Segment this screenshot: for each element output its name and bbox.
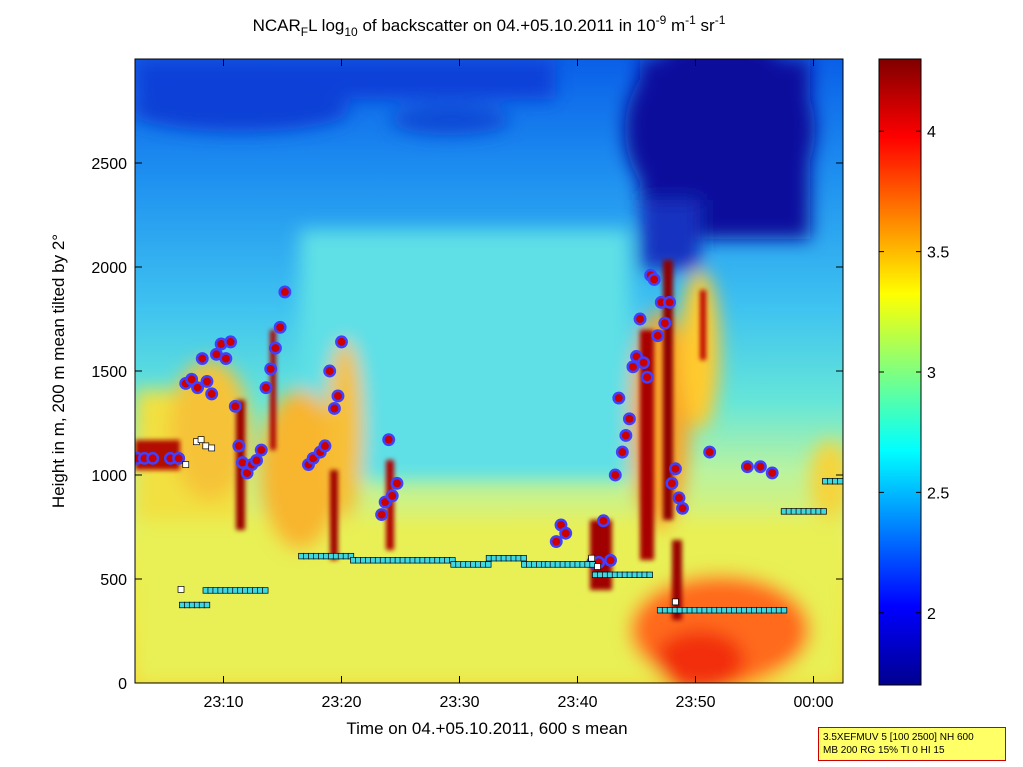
cloud-base-marker xyxy=(219,352,233,365)
info-line-1: 3.5XEFMUV 5 [100 2500] NH 600 xyxy=(823,732,974,743)
y-tick-label: 0 xyxy=(118,676,127,693)
cloud-base-marker xyxy=(224,335,238,349)
cloud-base-marker xyxy=(385,489,399,503)
cloud-base-marker xyxy=(195,352,209,365)
cloud-base-marker xyxy=(668,462,682,476)
cloud-base-marker xyxy=(619,429,633,442)
x-tick-label: 23:20 xyxy=(321,694,361,711)
cloud-base-marker xyxy=(753,460,767,474)
cloud-base-marker xyxy=(647,273,661,286)
colorbar-ticks: 2 2.5 3 3.5 4 xyxy=(879,124,949,623)
cloud-base-marker xyxy=(228,399,242,413)
cloud-base-marker xyxy=(335,335,348,349)
cloud-base-marker xyxy=(382,433,396,447)
cloud-base-marker xyxy=(676,501,689,515)
colorbar-tick-label: 4 xyxy=(927,124,936,141)
x-axis-label: Time on 04.+05.10.2011, 600 s mean xyxy=(346,719,627,738)
cloud-base-marker xyxy=(622,412,636,426)
cloud-base-marker xyxy=(146,451,160,465)
cloud-base-marker xyxy=(264,362,278,376)
cloud-base-marker xyxy=(658,316,672,330)
layer-height-marker xyxy=(520,555,527,562)
colorbar: 2 2.5 3 3.5 4 xyxy=(878,58,949,686)
auxiliary-marker xyxy=(182,461,190,468)
cloud-base-marker xyxy=(375,508,389,521)
cloud-base-marker xyxy=(191,381,204,395)
cloud-base-marker xyxy=(703,445,717,459)
cloud-base-marker xyxy=(740,460,754,474)
cloud-base-marker xyxy=(604,553,617,567)
y-tick-label: 500 xyxy=(100,572,127,589)
layer-height-marker xyxy=(820,508,827,515)
layer-height-marker xyxy=(837,478,843,485)
backscatter-heatmap xyxy=(135,59,843,683)
layer-height-marker xyxy=(646,571,653,578)
x-tick-label: 23:30 xyxy=(439,694,479,711)
auxiliary-marker xyxy=(594,563,601,570)
cloud-base-marker xyxy=(254,443,268,457)
cloud-base-marker xyxy=(640,370,654,384)
y-axis: 0 500 1000 1500 2000 2500 xyxy=(91,156,843,693)
colorbar-tick-label: 3 xyxy=(927,365,936,382)
x-axis: 23:10 23:20 23:30 23:40 23:50 00:00 xyxy=(203,59,834,711)
colorbar-tick-label: 3.5 xyxy=(927,245,949,262)
cloud-base-marker xyxy=(663,295,676,309)
auxiliary-marker xyxy=(197,436,205,443)
cloud-base-marker xyxy=(615,445,629,459)
y-tick-label: 1000 xyxy=(91,468,127,485)
cloud-base-marker xyxy=(390,476,404,490)
processing-info-box: 3.5XEFMUV 5 [100 2500] NH 600 MB 200 RG … xyxy=(818,727,1006,761)
layer-height-marker xyxy=(203,601,211,609)
cloud-base-marker xyxy=(259,381,273,395)
cloud-base-marker xyxy=(597,514,610,528)
cloud-base-marker xyxy=(327,401,341,415)
cloud-base-marker xyxy=(318,439,332,453)
x-tick-label: 00:00 xyxy=(793,694,833,711)
auxiliary-marker xyxy=(208,444,216,452)
info-line-2: MB 200 RG 15% TI 0 HI 15 xyxy=(823,745,945,756)
cloud-base-marker xyxy=(765,466,779,480)
y-tick-label: 2000 xyxy=(91,260,127,277)
x-tick-label: 23:10 xyxy=(203,694,243,711)
colorbar-tick-label: 2.5 xyxy=(927,485,949,502)
cloud-base-marker xyxy=(268,341,282,355)
cloud-base-marker xyxy=(608,468,622,482)
marker-layer xyxy=(135,268,843,614)
y-axis-label: Height in m, 200 m mean tilted by 2° xyxy=(49,234,68,508)
cloud-base-marker xyxy=(331,389,345,403)
cloud-base-marker xyxy=(665,476,679,490)
cloud-base-marker xyxy=(250,453,263,467)
cloud-base-marker xyxy=(672,491,686,505)
y-tick-label: 1500 xyxy=(91,364,127,381)
cloud-base-marker xyxy=(200,374,214,388)
cloud-base-marker xyxy=(637,356,651,370)
auxiliary-marker xyxy=(202,442,210,450)
colorbar-gradient xyxy=(878,58,922,686)
layer-height-marker xyxy=(262,587,269,594)
colorbar-tick-label: 2 xyxy=(927,606,936,623)
cloud-base-marker xyxy=(626,360,640,374)
cloud-base-marker xyxy=(559,526,573,540)
cloud-base-marker xyxy=(273,320,287,334)
cloud-base-marker xyxy=(323,364,337,378)
cloud-base-marker xyxy=(612,391,626,405)
layer-height-marker xyxy=(485,561,492,568)
chart-title: NCARFL log10 of backscatter on 04.+05.10… xyxy=(253,13,726,39)
cloud-base-marker xyxy=(232,439,246,453)
auxiliary-marker xyxy=(588,554,596,562)
cloud-base-marker xyxy=(651,329,665,343)
cloud-base-marker xyxy=(633,312,647,326)
cloud-base-marker xyxy=(185,372,199,386)
y-tick-label: 2500 xyxy=(91,156,127,173)
cloud-base-marker xyxy=(172,451,186,465)
cloud-base-marker xyxy=(278,285,292,299)
cloud-base-marker xyxy=(205,387,219,401)
auxiliary-marker xyxy=(177,586,185,593)
auxiliary-marker xyxy=(672,598,679,606)
cloud-base-marker xyxy=(549,535,563,549)
x-tick-label: 23:50 xyxy=(675,694,715,711)
layer-height-marker xyxy=(780,607,788,614)
x-tick-label: 23:40 xyxy=(557,694,597,711)
